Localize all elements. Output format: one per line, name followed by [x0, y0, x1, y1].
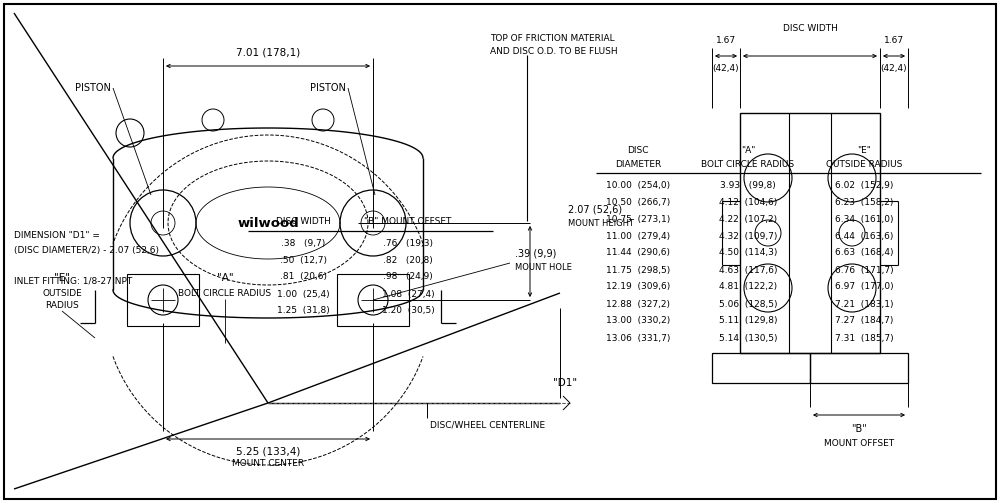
Text: 6.23  (158,2): 6.23 (158,2)	[835, 198, 893, 207]
Text: PISTON: PISTON	[310, 83, 346, 93]
Text: 6.63  (168,4): 6.63 (168,4)	[835, 248, 893, 258]
Bar	[740, 113, 880, 353]
Text: .81  (20,6): .81 (20,6)	[280, 273, 326, 282]
Text: 3.93   (99,8): 3.93 (99,8)	[720, 181, 776, 190]
Text: OUTSIDE: OUTSIDE	[42, 289, 82, 297]
Text: (42,4): (42,4)	[713, 63, 739, 72]
Text: 4.63  (117,6): 4.63 (117,6)	[719, 266, 777, 275]
Text: 13.00  (330,2): 13.00 (330,2)	[606, 316, 670, 325]
Text: .38   (9,7): .38 (9,7)	[281, 238, 325, 247]
Text: "A": "A"	[741, 145, 755, 154]
Text: DISC WIDTH: DISC WIDTH	[783, 24, 837, 33]
Bar	[810, 353, 908, 383]
Text: 10.00  (254,0): 10.00 (254,0)	[606, 181, 670, 190]
Text: 7.21  (183,1): 7.21 (183,1)	[835, 299, 893, 308]
Text: 7.01 (178,1): 7.01 (178,1)	[236, 47, 300, 57]
Text: "D1": "D1"	[553, 378, 577, 388]
Text: 6.34  (161,0): 6.34 (161,0)	[835, 214, 893, 223]
Text: .76   (19,3): .76 (19,3)	[383, 238, 433, 247]
Text: MOUNT HEIGHT: MOUNT HEIGHT	[568, 218, 634, 227]
Text: DISC WIDTH: DISC WIDTH	[276, 216, 330, 225]
Text: 10.75  (273,1): 10.75 (273,1)	[606, 214, 670, 223]
Bar	[712, 353, 810, 383]
Text: "B" MOUNT OFFSET: "B" MOUNT OFFSET	[364, 216, 452, 225]
Text: .50  (12,7): .50 (12,7)	[280, 256, 326, 265]
Text: 4.50  (114,3): 4.50 (114,3)	[719, 248, 777, 258]
Text: 1.20  (30,5): 1.20 (30,5)	[382, 306, 434, 315]
Text: DIAMETER: DIAMETER	[615, 159, 661, 169]
Text: 1.67: 1.67	[716, 36, 736, 44]
Text: INLET FITTING: 1/8-27 NPT: INLET FITTING: 1/8-27 NPT	[14, 277, 132, 286]
Text: 7.31  (185,7): 7.31 (185,7)	[835, 333, 893, 343]
Text: MOUNT OFFSET: MOUNT OFFSET	[824, 439, 894, 448]
Text: 5.14  (130,5): 5.14 (130,5)	[719, 333, 777, 343]
Text: 11.75  (298,5): 11.75 (298,5)	[606, 266, 670, 275]
Text: BOLT CIRCLE RADIUS: BOLT CIRCLE RADIUS	[178, 289, 272, 297]
Text: 6.76  (171,7): 6.76 (171,7)	[835, 266, 893, 275]
Text: 1.25  (31,8): 1.25 (31,8)	[277, 306, 329, 315]
Text: "E": "E"	[857, 145, 871, 154]
Text: 12.19  (309,6): 12.19 (309,6)	[606, 283, 670, 292]
Text: PISTON: PISTON	[75, 83, 111, 93]
Text: DIMENSION "D1" =: DIMENSION "D1" =	[14, 230, 100, 239]
Text: 11.44  (290,6): 11.44 (290,6)	[606, 248, 670, 258]
Text: 1.67: 1.67	[884, 36, 904, 44]
Text: .98   (24,9): .98 (24,9)	[383, 273, 433, 282]
Text: BOLT CIRCLE RADIUS: BOLT CIRCLE RADIUS	[701, 159, 795, 169]
Text: (DISC DIAMETER/2) - 2.07 (52,6): (DISC DIAMETER/2) - 2.07 (52,6)	[14, 245, 159, 255]
Text: "B": "B"	[851, 424, 867, 434]
Text: 5.06  (128,5): 5.06 (128,5)	[719, 299, 777, 308]
Text: 13.06  (331,7): 13.06 (331,7)	[606, 333, 670, 343]
Text: RADIUS: RADIUS	[45, 301, 79, 310]
Text: "A": "A"	[217, 273, 233, 283]
Text: MOUNT CENTER: MOUNT CENTER	[232, 459, 304, 467]
Text: TOP OF FRICTION MATERIAL: TOP OF FRICTION MATERIAL	[490, 34, 615, 42]
Text: .39 (9,9): .39 (9,9)	[515, 248, 556, 258]
Bar	[127, 274, 199, 326]
Text: 6.44  (163,6): 6.44 (163,6)	[835, 231, 893, 240]
Text: 2.07 (52,6): 2.07 (52,6)	[568, 204, 622, 214]
Text: 6.02  (152,9): 6.02 (152,9)	[835, 181, 893, 190]
Text: 4.12  (104,6): 4.12 (104,6)	[719, 198, 777, 207]
Text: DISC/WHEEL CENTERLINE: DISC/WHEEL CENTERLINE	[430, 421, 545, 430]
Text: 4.81  (122,2): 4.81 (122,2)	[719, 283, 777, 292]
Text: 12.88  (327,2): 12.88 (327,2)	[606, 299, 670, 308]
Text: 1.08  (27,4): 1.08 (27,4)	[382, 290, 434, 298]
Text: wilwood: wilwood	[237, 216, 299, 229]
Text: 1.00  (25,4): 1.00 (25,4)	[277, 290, 329, 298]
Text: .82   (20,8): .82 (20,8)	[383, 256, 433, 265]
Text: 5.11  (129,8): 5.11 (129,8)	[719, 316, 777, 325]
Bar	[337, 274, 409, 326]
Text: DISC: DISC	[627, 145, 649, 154]
Text: 4.32  (109,7): 4.32 (109,7)	[719, 231, 777, 240]
Text: 10.50  (266,7): 10.50 (266,7)	[606, 198, 670, 207]
Text: 5.25 (133,4): 5.25 (133,4)	[236, 446, 300, 456]
Text: AND DISC O.D. TO BE FLUSH: AND DISC O.D. TO BE FLUSH	[490, 46, 618, 55]
Text: (42,4): (42,4)	[881, 63, 907, 72]
Text: "E": "E"	[54, 273, 70, 283]
Text: 6.97  (177,0): 6.97 (177,0)	[835, 283, 893, 292]
Text: OUTSIDE RADIUS: OUTSIDE RADIUS	[826, 159, 902, 169]
Text: 11.00  (279,4): 11.00 (279,4)	[606, 231, 670, 240]
Text: 4.22  (107,2): 4.22 (107,2)	[719, 214, 777, 223]
Text: 7.27  (184,7): 7.27 (184,7)	[835, 316, 893, 325]
Text: MOUNT HOLE: MOUNT HOLE	[515, 264, 572, 273]
